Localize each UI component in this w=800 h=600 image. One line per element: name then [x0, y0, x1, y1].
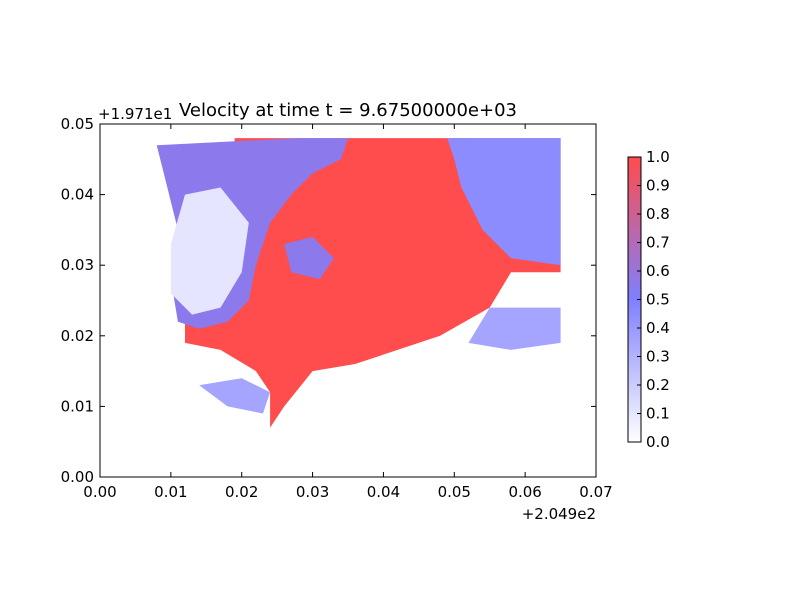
y-tick-label: 0.00	[61, 468, 94, 486]
x-tick-label: 0.03	[296, 483, 329, 501]
plot-area	[156, 138, 561, 428]
y-tick-label: 0.05	[61, 115, 94, 133]
colorbar-tick-label: 0.3	[646, 348, 670, 366]
x-tick-label: 0.04	[367, 483, 400, 501]
x-tick-label: 0.00	[83, 483, 116, 501]
colorbar-ticks: 0.0 0.1 0.2 0.3 0.4 0.5 0.6 0.7 0.8 0.9 1.0	[637, 148, 670, 451]
x-tick-label: 0.06	[508, 483, 541, 501]
colorbar-tick-label: 0.6	[646, 262, 670, 280]
y-tick-label: 0.01	[61, 397, 94, 415]
value-region-5	[284, 237, 334, 280]
colorbar-tick-label: 1.0	[646, 148, 670, 166]
colorbar-tick-label: 0.5	[646, 291, 670, 309]
y-offset-label: +1.971e1	[98, 105, 172, 123]
y-tick-label: 0.02	[61, 327, 94, 345]
y-axis-ticks: 0.00 0.01 0.02 0.03 0.04 0.05	[61, 115, 596, 486]
value-region-4	[170, 187, 249, 315]
x-tick-label: 0.07	[579, 483, 612, 501]
y-tick-label: 0.04	[61, 186, 94, 204]
x-tick-label: 0.05	[438, 483, 471, 501]
x-offset-label: +2.049e2	[522, 505, 596, 523]
colorbar: 0.0 0.1 0.2 0.3 0.4 0.5 0.6 0.7 0.8 0.9 1.0	[627, 148, 670, 451]
colorbar-tick-label: 0.9	[646, 177, 670, 195]
value-region-7	[199, 378, 271, 414]
colorbar-tick-label: 0.2	[646, 376, 670, 394]
x-tick-label: 0.01	[154, 483, 187, 501]
value-region-6	[468, 307, 561, 350]
y-tick-label: 0.03	[61, 256, 94, 274]
chart-title: Velocity at time t = 9.67500000e+03	[179, 100, 517, 121]
colorbar-tick-label: 0.0	[646, 433, 670, 451]
colorbar-tick-label: 0.7	[646, 234, 670, 252]
colorbar-tick-label: 0.1	[646, 405, 670, 423]
x-axis-ticks: 0.00 0.01 0.02 0.03 0.04 0.05 0.06 0.07	[83, 124, 613, 501]
plot-frame	[99, 123, 597, 478]
colorbar-tick-label: 0.8	[646, 205, 670, 223]
colorbar-tick-label: 0.4	[646, 319, 670, 337]
value-region-2	[447, 138, 561, 266]
x-tick-label: 0.02	[225, 483, 258, 501]
